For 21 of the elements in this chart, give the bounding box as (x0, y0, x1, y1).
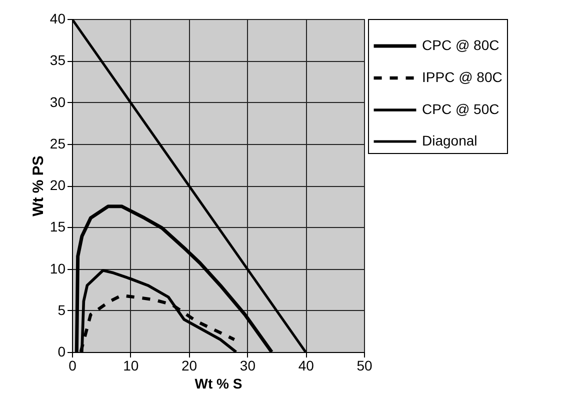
x-axis-title: Wt % S (194, 376, 242, 392)
y-axis-title: Wt % PS (30, 156, 47, 216)
y-tick-label: 25 (50, 135, 66, 152)
y-tick-label: 20 (50, 177, 66, 193)
y-tick-label: 5 (58, 302, 66, 318)
legend-label: CPC @ 50C (422, 101, 500, 117)
y-tick-label: 35 (50, 52, 66, 68)
y-tick-label: 15 (50, 218, 66, 235)
legend-label: CPC @ 80C (422, 37, 500, 53)
y-tick-label: 10 (50, 260, 66, 276)
x-tick-label: 40 (298, 358, 314, 374)
legend-label: IPPC @ 80C (422, 69, 502, 85)
x-tick-label: 50 (356, 358, 372, 374)
x-tick-label: 30 (240, 358, 256, 374)
y-tick-label: 0 (58, 344, 66, 360)
y-tick-label: 40 (50, 10, 66, 26)
x-tick-label: 0 (68, 358, 77, 374)
legend-label: Diagonal (422, 132, 478, 148)
x-tick-label: 20 (182, 358, 198, 374)
y-tick-label: 30 (50, 94, 66, 110)
x-tick-label: 10 (123, 358, 139, 374)
